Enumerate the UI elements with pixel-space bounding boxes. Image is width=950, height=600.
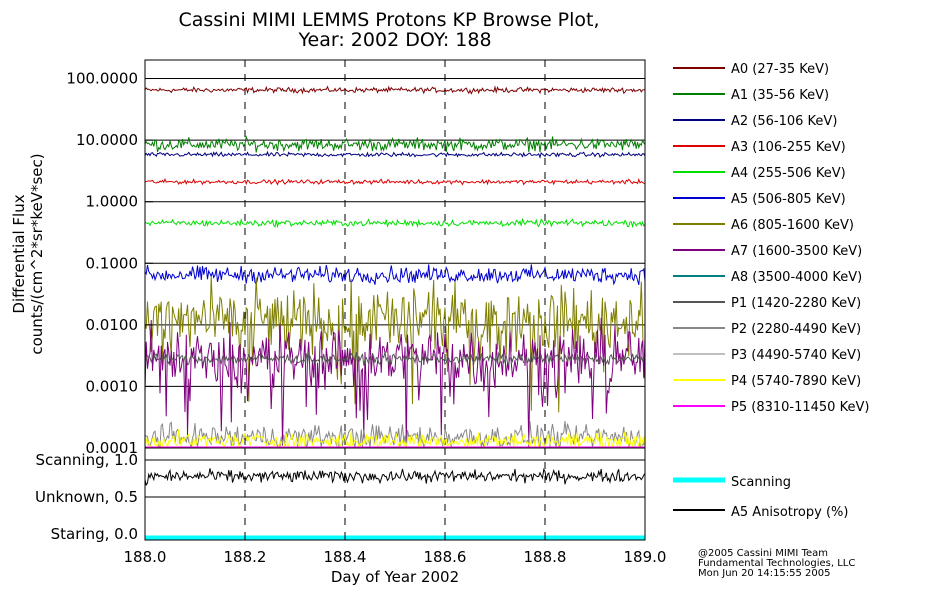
y-axis-label-line1: Differential Flux xyxy=(10,194,28,313)
legend-label: A8 (3500-4000 KeV) xyxy=(731,270,862,285)
legend-label: P4 (5740-7890 KeV) xyxy=(731,374,861,389)
legend-lower: Scanning A5 Anisotropy (%) xyxy=(673,475,848,520)
x-tick-label: 188.4 xyxy=(324,548,367,566)
y-tick-label: 1.0000 xyxy=(86,193,139,211)
y-tick-label: 0.1000 xyxy=(86,254,139,272)
anisotropy-line xyxy=(144,467,646,487)
legend-label: A5 (506-805 KeV) xyxy=(731,192,846,207)
x-tick-label: 188.0 xyxy=(124,548,167,566)
y-axis-label: Differential Flux counts/(cm^2*sr*keV*se… xyxy=(10,153,46,354)
y-axis-label-line2: counts/(cm^2*sr*keV*sec) xyxy=(28,153,46,354)
legend-label: A0 (27-35 KeV) xyxy=(731,62,829,77)
y-tick-label: 0.0010 xyxy=(86,377,139,395)
legend-label: A4 (255-506 KeV) xyxy=(731,166,846,181)
legend-label: P5 (8310-11450 KeV) xyxy=(731,400,869,415)
y-tick-label: 0.0100 xyxy=(86,316,139,334)
upper-panel-y-ticks: 100.0000 10.0000 1.0000 0.1000 0.0100 0.0010 0… xyxy=(66,70,153,457)
y-tick-label: 100.0000 xyxy=(66,70,138,88)
chart-title: Cassini MIMI LEMMS Protons KP Browse Plo… xyxy=(178,9,599,31)
x-axis-ticks: 188.0 188.2 188.4 188.6 188.8 189.0 xyxy=(124,532,667,566)
credit-line-3: Mon Jun 20 14:15:55 2005 xyxy=(698,568,831,579)
x-tick-label: 189.0 xyxy=(624,548,667,566)
series-line xyxy=(144,135,646,153)
series-line xyxy=(144,351,646,366)
lower-y-tick-label: Staring, 0.0 xyxy=(51,525,138,543)
credit-line-2: Fundamental Technologies, LLC xyxy=(698,558,855,569)
lower-y-tick-label: Unknown, 0.5 xyxy=(35,488,138,506)
y-tick-label: 10.0000 xyxy=(76,131,138,149)
legend-label: P1 (1420-2280 KeV) xyxy=(731,296,861,311)
series-line xyxy=(144,85,646,95)
lower-panel-y-ticks: Scanning, 1.0 Unknown, 0.5 Staring, 0.0 xyxy=(35,451,138,543)
y-tick-label: 0.0001 xyxy=(86,439,139,457)
legend-upper: A0 (27-35 KeV) A1 (35-56 KeV) A2 (56-106 K… xyxy=(673,62,869,415)
legend-label: A3 (106-255 KeV) xyxy=(731,140,846,155)
series-line xyxy=(144,317,646,448)
series-line xyxy=(144,217,646,229)
upper-panel-series xyxy=(144,85,646,449)
legend-label: A1 (35-56 KeV) xyxy=(731,88,829,103)
legend-label: Scanning xyxy=(731,475,791,490)
lower-panel-series xyxy=(144,467,646,541)
series-line xyxy=(144,264,646,286)
legend-label: A2 (56-106 KeV) xyxy=(731,114,837,129)
series-line xyxy=(144,276,646,413)
credits: @2005 Cassini MIMI Team Fundamental Tech… xyxy=(698,548,855,579)
x-tick-label: 188.8 xyxy=(524,548,567,566)
chart-subtitle: Year: 2002 DOY: 188 xyxy=(297,29,491,51)
credit-line-1: @2005 Cassini MIMI Team xyxy=(698,548,828,559)
legend-label: A7 (1600-3500 KeV) xyxy=(731,244,862,259)
upper-panel-frame xyxy=(144,59,646,449)
lower-y-tick-label: Scanning, 1.0 xyxy=(35,451,138,469)
legend-label: A6 (805-1600 KeV) xyxy=(731,218,854,233)
legend-label: P3 (4490-5740 KeV) xyxy=(731,348,861,363)
series-line xyxy=(144,150,646,159)
series-line xyxy=(144,177,646,186)
lower-panel-grid xyxy=(145,448,645,540)
x-tick-label: 188.6 xyxy=(424,548,467,566)
series-line xyxy=(144,429,646,449)
x-axis-label: Day of Year 2002 xyxy=(331,568,459,586)
upper-panel-grid xyxy=(145,60,645,449)
x-tick-label: 188.2 xyxy=(224,548,267,566)
legend-label: A5 Anisotropy (%) xyxy=(731,505,848,520)
series-line xyxy=(144,421,646,449)
lower-panel-frame xyxy=(144,447,646,541)
legend-label: P2 (2280-4490 KeV) xyxy=(731,322,861,337)
